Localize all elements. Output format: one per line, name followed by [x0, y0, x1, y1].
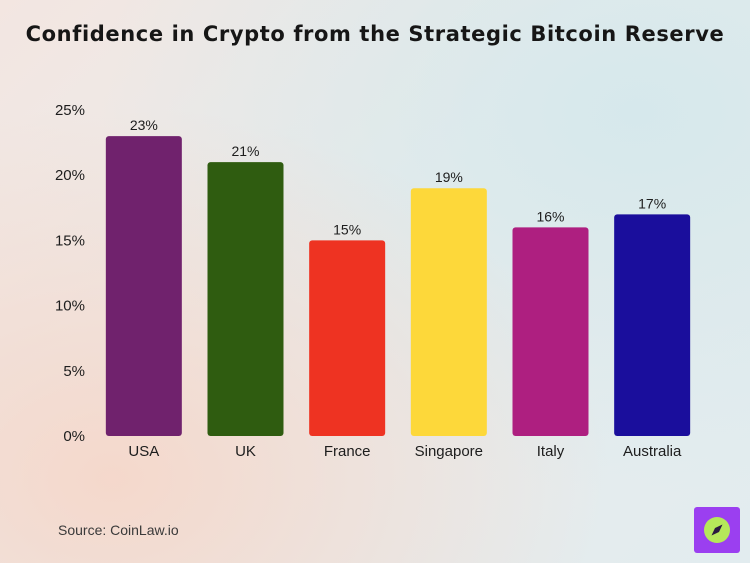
- x-tick-label: Australia: [623, 443, 682, 460]
- x-tick-label: Italy: [537, 443, 565, 460]
- x-tick-label: Singapore: [415, 443, 483, 460]
- y-tick-label: 15%: [55, 232, 85, 249]
- y-tick-label: 0%: [63, 428, 85, 445]
- y-axis: 0% 5% 10% 15% 20% 25%: [55, 102, 85, 445]
- coinlaw-logo: [694, 507, 740, 553]
- y-tick-label: 10%: [55, 298, 85, 315]
- source-note: Source: CoinLaw.io: [58, 522, 179, 538]
- data-label: 15%: [333, 221, 361, 237]
- y-tick-label: 25%: [55, 102, 85, 119]
- y-tick-label: 20%: [55, 167, 85, 184]
- data-label: 16%: [536, 208, 564, 224]
- bar: [614, 214, 691, 436]
- data-label: 21%: [231, 143, 259, 159]
- bar: [309, 240, 386, 436]
- bar: [512, 227, 589, 436]
- bars: 23% 21% 15% 19% 16% 17%: [105, 117, 691, 436]
- x-tick-label: UK: [235, 443, 256, 460]
- bar: [207, 162, 284, 436]
- data-label: 19%: [435, 169, 463, 185]
- y-tick-label: 5%: [63, 363, 85, 380]
- x-axis: USA UK France Singapore Italy Australia: [128, 443, 682, 460]
- chart-title: Confidence in Crypto from the Strategic …: [25, 22, 725, 46]
- data-label: 17%: [638, 195, 666, 211]
- x-tick-label: USA: [128, 443, 159, 460]
- compass-icon: [704, 517, 730, 543]
- bar: [105, 136, 182, 436]
- data-label: 23%: [130, 117, 158, 133]
- x-tick-label: France: [324, 443, 371, 460]
- bar: [410, 188, 487, 436]
